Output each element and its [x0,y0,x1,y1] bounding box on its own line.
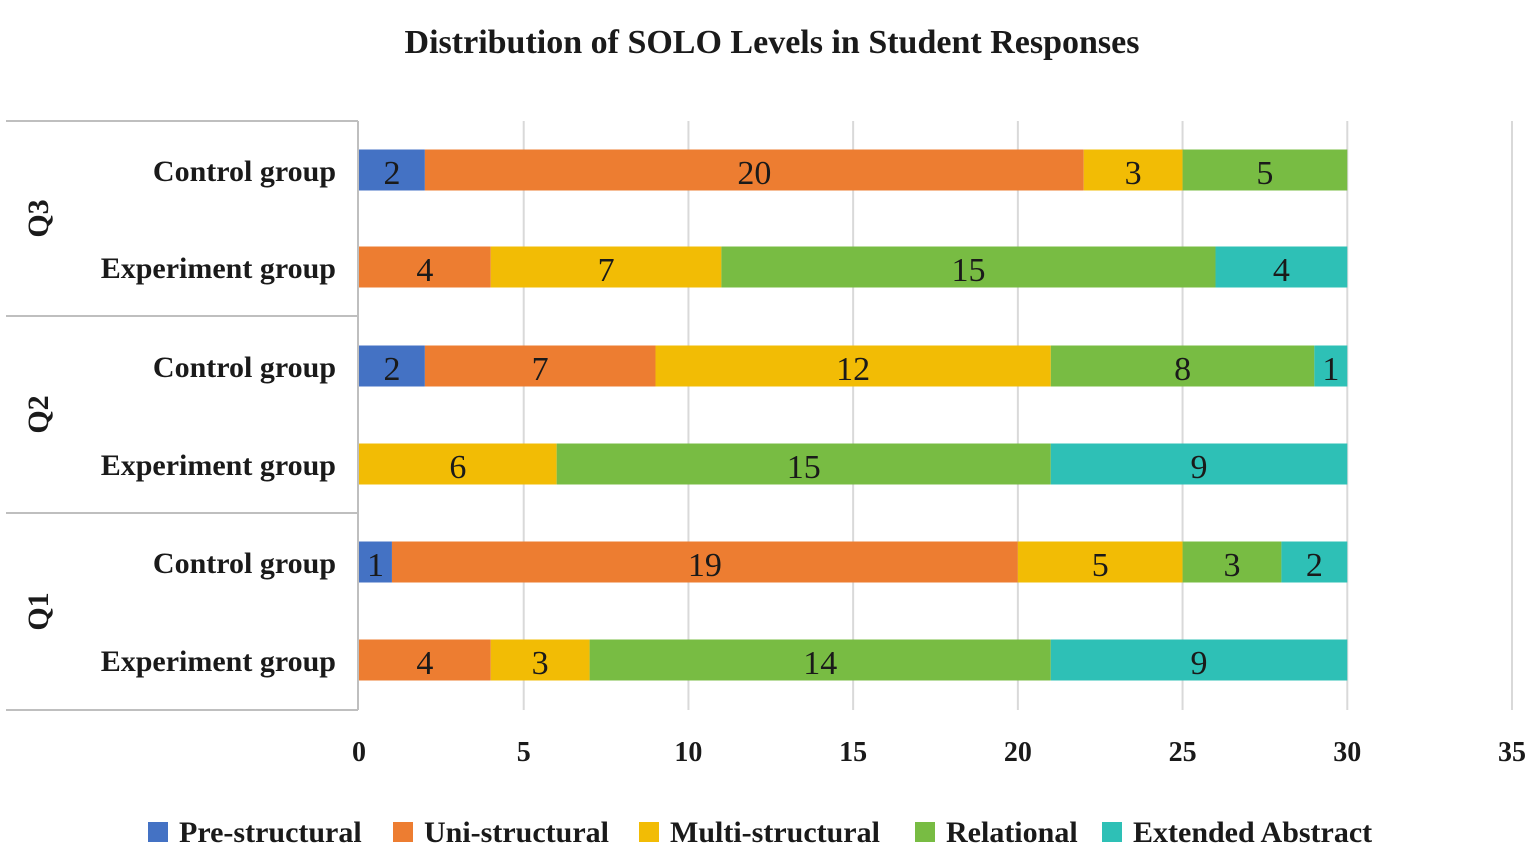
bar-segment [556,443,1051,485]
x-tick-label: 20 [1004,737,1032,768]
data-label: 3 [1223,547,1240,584]
data-label: 1 [367,547,384,584]
bar-segment [490,246,722,288]
bar-segment [424,149,1084,191]
group-label: Q1 [22,592,55,630]
legend-label: Pre-structural [179,816,362,849]
group-label: Q2 [22,395,55,433]
bar-segment [391,541,1018,583]
data-label: 6 [449,449,466,486]
x-tick-label: 0 [352,737,366,768]
bar-segment [424,345,656,387]
legend-swatch [393,822,413,842]
category-axis: Q3 Control group Experiment group Q2 Control… [6,120,359,711]
bar-segment [1314,345,1348,387]
category-label: Experiment group [101,252,336,285]
x-tick-label: 25 [1169,737,1197,768]
data-label: 14 [803,645,837,682]
data-label: 7 [598,252,615,289]
bar-segment [1050,639,1348,681]
category-label: Control group [153,351,336,384]
bar-segment [359,443,557,485]
legend-swatch [148,822,168,842]
x-tick-label: 35 [1498,737,1526,768]
data-label: 4 [1273,252,1290,289]
bar-segment [1182,149,1348,191]
data-label: 4 [416,645,433,682]
bar-segment [589,639,1051,681]
chart-title: Distribution of SOLO Levels in Student R… [405,24,1140,61]
data-label: 19 [688,547,722,584]
x-tick-label: 10 [674,737,702,768]
bar-segment [1083,149,1183,191]
data-label: 2 [383,351,400,388]
legend-swatch [639,822,659,842]
group-label: Q3 [22,199,55,237]
data-label: 3 [1125,155,1142,192]
bar-segment [655,345,1051,387]
bar-segment [1050,345,1315,387]
bars [359,149,1348,681]
legend-swatch [1102,822,1122,842]
bar-segment [359,149,425,191]
category-label: Experiment group [101,645,336,678]
data-label: 7 [532,351,549,388]
legend-swatch [915,822,935,842]
bar-segment [721,246,1216,288]
category-label: Control group [153,547,336,580]
x-tick-label: 5 [517,737,531,768]
data-label: 15 [787,449,821,486]
bar-segment [359,246,491,288]
bar-segment [359,639,491,681]
bar-segment [359,345,425,387]
legend-label: Multi-structural [670,816,880,849]
data-label: 5 [1092,547,1109,584]
bar-segment [1215,246,1348,288]
data-labels: 2 20 3 5 4 7 15 4 2 7 12 8 1 6 15 9 1 19 5 3 2 4 3 14 9 [367,155,1339,682]
data-label: 9 [1191,645,1208,682]
x-tick-label: 30 [1333,737,1361,768]
category-label: Experiment group [101,449,336,482]
legend: Pre-structural Uni-structural Multi-struct… [148,816,1372,849]
bar-segment [359,541,392,583]
x-tick-label: 15 [839,737,867,768]
data-label: 2 [1306,547,1323,584]
bar-segment [1182,541,1282,583]
data-label: 12 [836,351,870,388]
data-label: 4 [416,252,433,289]
bar-segment [1050,443,1348,485]
legend-label: Relational [946,816,1078,849]
data-label: 5 [1256,155,1273,192]
bar-segment [1281,541,1348,583]
bar-segment [1017,541,1183,583]
data-label: 1 [1322,351,1339,388]
category-label: Control group [153,155,336,188]
data-label: 9 [1191,449,1208,486]
gridlines [522,121,1513,710]
legend-label: Uni-structural [424,816,609,849]
data-label: 15 [951,252,985,289]
bar-segment [490,639,590,681]
data-label: 20 [737,155,771,192]
legend-label: Extended Abstract [1133,816,1372,849]
x-axis-ticks: 0 5 10 15 20 25 30 35 [352,737,1526,768]
data-label: 2 [383,155,400,192]
data-label: 8 [1174,351,1191,388]
data-label: 3 [532,645,549,682]
